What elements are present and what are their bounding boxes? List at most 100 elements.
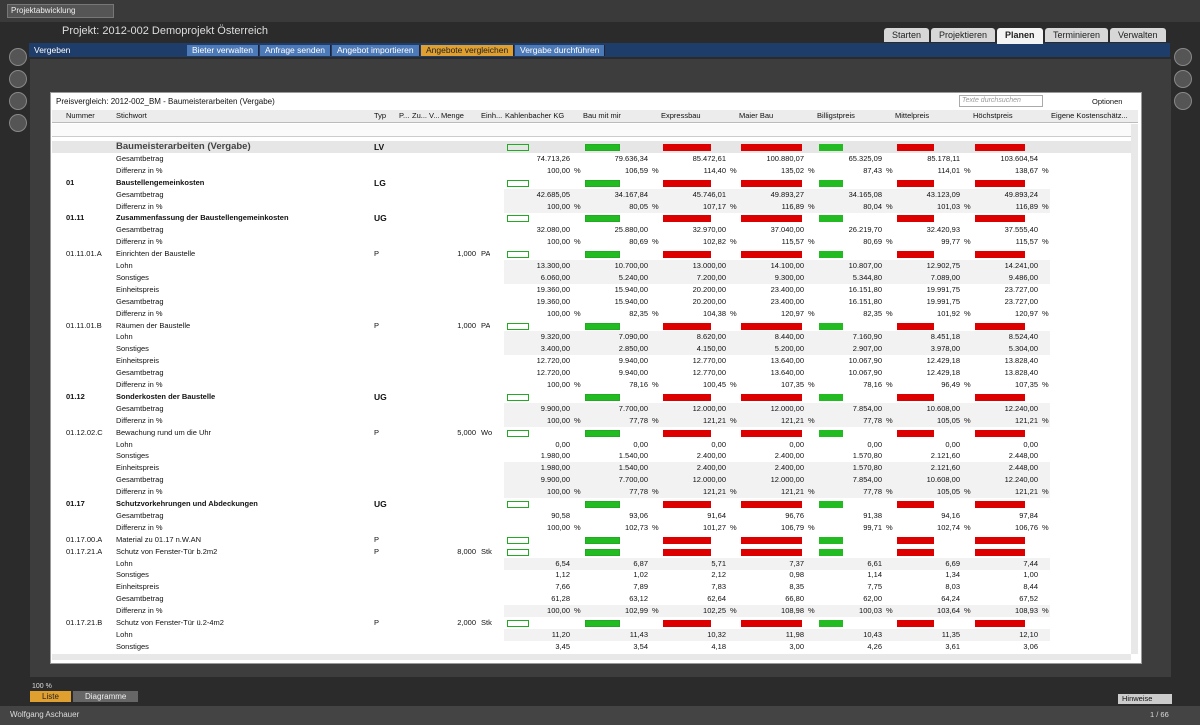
column-header[interactable]: Menge (441, 111, 464, 120)
row-stripe (504, 486, 1050, 499)
value-unit: % (964, 201, 971, 211)
module-select[interactable]: Projektabwicklung (7, 4, 114, 18)
tab[interactable]: Verwalten (1110, 28, 1166, 42)
tool-icon[interactable] (9, 70, 27, 88)
column-header[interactable]: V... (429, 111, 439, 120)
nav-button[interactable]: Vergabe durchführen (515, 45, 606, 56)
price-value: 15.940,00 (614, 284, 648, 294)
price-value: 7,83 (711, 582, 726, 592)
price-value: 10.067,90 (848, 368, 882, 378)
tool-icon[interactable] (9, 114, 27, 132)
search-field[interactable]: Texte durchsuchen (959, 95, 1043, 107)
scrollbar[interactable] (1131, 124, 1138, 654)
compare-bar (507, 215, 529, 223)
nav-button[interactable]: Anfrage senden (260, 45, 332, 56)
tab[interactable]: Projektieren (931, 28, 996, 42)
price-value: 1.980,00 (540, 463, 570, 473)
column-header[interactable]: Höchstpreis (973, 111, 1013, 120)
value-unit: % (886, 237, 893, 247)
compare-bar (741, 144, 802, 151)
column-header[interactable]: Nummer (66, 111, 95, 120)
price-value: 7,66 (555, 582, 570, 592)
value-unit: % (730, 308, 737, 318)
price-value: 12.000,00 (692, 475, 726, 485)
price-value: 3,00 (789, 641, 804, 651)
price-value: 25.880,00 (614, 225, 648, 235)
price-value: 12.000,00 (692, 403, 726, 413)
tool-icon[interactable] (1174, 48, 1192, 66)
column-header[interactable]: Billigstpreis (817, 111, 855, 120)
compare-bar (975, 322, 1025, 330)
compare-bar (975, 215, 1025, 223)
column-header[interactable]: Kahlenbacher KG (505, 111, 565, 120)
price-value: 37.040,00 (770, 225, 804, 235)
price-value: 11,98 (785, 629, 804, 639)
row-label: Differenz in % (116, 308, 163, 318)
row-label: Lohn (116, 332, 133, 342)
price-value: 3.400,00 (540, 344, 570, 354)
column-header[interactable]: Eigene Kostenschätz... (1051, 111, 1128, 120)
value-unit: % (964, 165, 971, 175)
hscrollbar[interactable] (52, 654, 1131, 660)
price-value: 10.608,00 (926, 475, 960, 485)
value-unit: % (1042, 522, 1049, 532)
view-tab[interactable]: Liste (30, 691, 71, 702)
price-value: 106,79 (781, 522, 804, 532)
price-value: 8.620,00 (696, 332, 726, 342)
nav-button[interactable]: Angebot importieren (332, 45, 420, 56)
price-value: 9.320,00 (540, 332, 570, 342)
price-value: 82,35 (863, 308, 882, 318)
compare-bar (819, 144, 843, 151)
value-unit: % (808, 522, 815, 532)
column-header[interactable]: Maier Bau (739, 111, 774, 120)
price-value: 1,34 (945, 570, 960, 580)
tool-icon[interactable] (1174, 70, 1192, 88)
column-header[interactable]: Bau mit mir (583, 111, 621, 120)
column-header[interactable]: P... (399, 111, 410, 120)
row-label: Einheitspreis (116, 284, 159, 294)
price-value: 100,00 (547, 522, 570, 532)
price-value: 106,59 (625, 165, 648, 175)
row-stripe (504, 628, 1050, 641)
row-stripe (504, 188, 1050, 201)
tab[interactable]: Starten (884, 28, 930, 42)
price-value: 8.451,18 (930, 332, 960, 342)
price-value: 121,21 (703, 415, 726, 425)
compare-bar (585, 501, 620, 508)
price-value: 80,05 (629, 201, 648, 211)
row-label: Differenz in % (116, 237, 163, 247)
tool-icon[interactable] (9, 92, 27, 110)
compare-bar (507, 251, 529, 259)
price-value: 2.448,00 (1008, 451, 1038, 461)
price-value: 26.219,70 (848, 225, 882, 235)
price-value: 10,32 (707, 629, 726, 639)
value-unit: % (886, 380, 893, 389)
row-label: Gesamtbetrag (116, 296, 164, 306)
compare-bar (741, 322, 802, 330)
value-unit: % (574, 165, 581, 175)
price-value: 10.608,00 (926, 403, 960, 413)
options-button[interactable]: Optionen (1092, 97, 1123, 106)
tab[interactable]: Terminieren (1045, 28, 1109, 42)
column-header[interactable]: Mittelpreis (895, 111, 930, 120)
price-value: 115,57 (1015, 237, 1038, 247)
nav-button[interactable]: Angebote vergleichen (421, 45, 515, 56)
hints-button[interactable]: Hinweise (1118, 694, 1172, 704)
column-header[interactable]: Expressbau (661, 111, 701, 120)
price-value: 0,98 (789, 570, 804, 580)
column-header[interactable]: Einh... (481, 111, 503, 120)
zoom[interactable]: 100 % (32, 683, 52, 690)
price-value: 6.060,00 (540, 272, 570, 282)
value-unit: % (652, 201, 659, 211)
nav-button[interactable]: Bieter verwalten (187, 45, 259, 56)
column-header[interactable]: Zu... (412, 111, 427, 120)
tool-icon[interactable] (1174, 92, 1192, 110)
column-header[interactable]: Stichwort (116, 111, 147, 120)
column-header[interactable]: Typ (374, 111, 387, 120)
tool-icon[interactable] (9, 48, 27, 66)
view-tab[interactable]: Diagramme (73, 691, 139, 702)
tab[interactable]: Planen (997, 28, 1043, 44)
price-value: 108,93 (1015, 606, 1038, 616)
value-unit: % (886, 165, 893, 175)
